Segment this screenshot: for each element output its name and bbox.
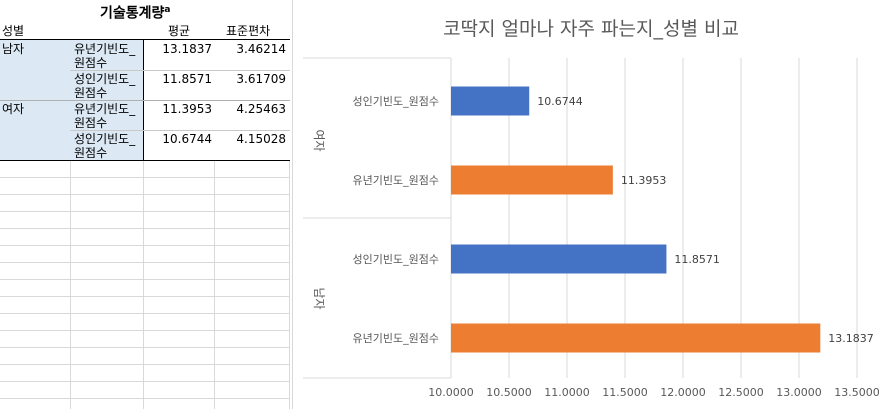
table-title: 기술통계량a bbox=[100, 5, 171, 22]
group-label: 여자 bbox=[312, 129, 326, 151]
x-tick-label: 10.0000 bbox=[428, 386, 474, 399]
x-tick-label: 10.5000 bbox=[486, 386, 532, 399]
spreadsheet: 기술통계량a 성별 평균 표준편차 남자 유년기빈도_원점수 13.1837 3… bbox=[0, 0, 290, 409]
row-gender-male: 남자 bbox=[2, 42, 25, 56]
header-rule bbox=[0, 39, 290, 40]
chart-title: 코딱지 얼마나 자주 파는지_성별 비교 bbox=[443, 18, 739, 40]
row-var: 유년기빈도_원점수 bbox=[74, 102, 136, 130]
group-label: 남자 bbox=[312, 287, 326, 309]
row-sd: 4.25463 bbox=[236, 102, 286, 116]
category-label: 유년기빈도_원점수 bbox=[353, 332, 439, 345]
x-tick-label: 12.0000 bbox=[660, 386, 706, 399]
data-label: 10.6744 bbox=[537, 95, 583, 108]
row-var: 성인기빈도_원점수 bbox=[74, 132, 136, 160]
row-sd: 3.46214 bbox=[236, 42, 286, 56]
row-mean: 11.3953 bbox=[162, 102, 212, 116]
row-mean: 10.6744 bbox=[162, 132, 212, 146]
header-sd: 표준편차 bbox=[226, 24, 271, 38]
category-label: 유년기빈도_원점수 bbox=[353, 174, 439, 187]
data-label: 11.8571 bbox=[674, 253, 720, 266]
x-tick-label: 11.5000 bbox=[602, 386, 648, 399]
chart-plot: 10.0000 10.5000 11.0000 11.5000 12.0000 12.50… bbox=[303, 57, 880, 399]
data-label: 13.1837 bbox=[828, 332, 874, 345]
x-tick-label: 12.5000 bbox=[718, 386, 764, 399]
bar bbox=[451, 244, 667, 274]
category-label: 성인기빈도_원점수 bbox=[353, 253, 439, 266]
chart-area[interactable]: 코딱지 얼마나 자주 파는지_성별 비교 10.0000 10.5000 11.00… bbox=[292, 0, 888, 409]
row-mean: 13.1837 bbox=[162, 42, 212, 56]
bar bbox=[451, 323, 821, 353]
data-label: 11.3953 bbox=[621, 174, 667, 187]
footer-rule bbox=[0, 160, 290, 161]
category-label: 성인기빈도_원점수 bbox=[353, 95, 439, 108]
bar bbox=[451, 86, 530, 116]
row-sd: 4.15028 bbox=[236, 132, 286, 146]
x-tick-label: 11.0000 bbox=[544, 386, 590, 399]
row-mean: 11.8571 bbox=[162, 72, 212, 86]
row-gender-female: 여자 bbox=[2, 102, 25, 116]
header-mean: 평균 bbox=[168, 24, 191, 38]
bar bbox=[451, 165, 613, 195]
row-var: 성인기빈도_원점수 bbox=[74, 72, 136, 100]
row-sd: 3.61709 bbox=[236, 72, 286, 86]
x-tick-label: 13.5000 bbox=[834, 386, 880, 399]
header-gender: 성별 bbox=[2, 24, 25, 38]
row-var: 유년기빈도_원점수 bbox=[74, 42, 136, 70]
x-tick-label: 13.0000 bbox=[776, 386, 822, 399]
